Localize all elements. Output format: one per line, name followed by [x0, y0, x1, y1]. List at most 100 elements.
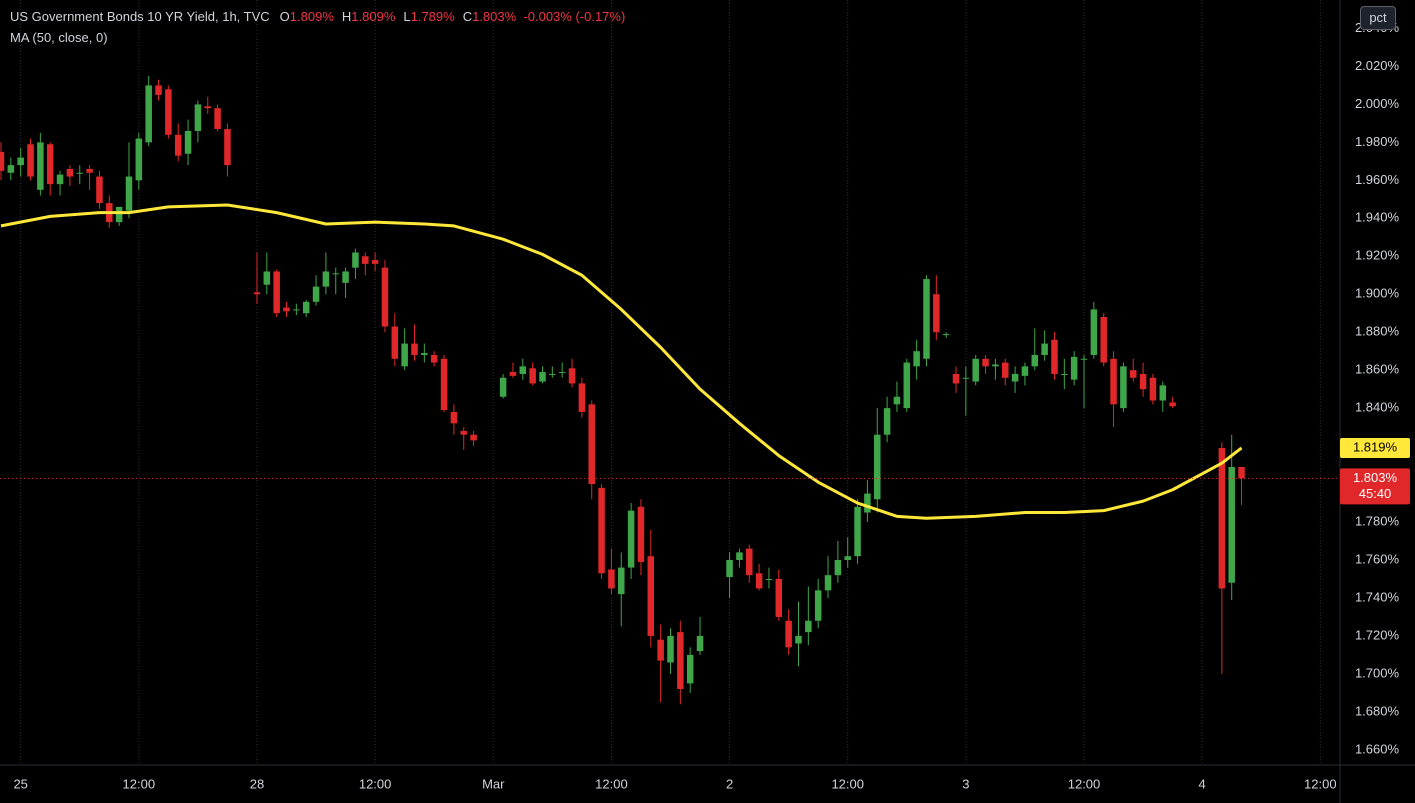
candle-body — [982, 358, 989, 367]
candle-body — [1041, 343, 1048, 355]
candle-body — [1159, 385, 1167, 401]
candle-body — [854, 506, 861, 557]
candle-body — [7, 165, 15, 173]
candle-body — [352, 252, 359, 268]
candle-body — [558, 372, 566, 374]
candle-body — [253, 292, 261, 295]
legend-main: US Government Bonds 10 YR Yield, 1h, TVC… — [10, 9, 625, 24]
candle-body — [667, 635, 674, 663]
candle-body — [903, 362, 911, 409]
legend-ma: MA (50, close, 0) — [10, 30, 108, 45]
candle-body — [1061, 373, 1068, 375]
y-tick-label: 1.740% — [1355, 589, 1400, 604]
candle-body — [1139, 373, 1147, 390]
candle-body — [37, 142, 44, 190]
y-tick-label: 1.780% — [1355, 513, 1400, 528]
candle-body — [972, 358, 979, 382]
candle-body — [1238, 466, 1245, 479]
symbol-title: US Government Bonds 10 YR Yield, 1h, TVC — [10, 9, 270, 24]
candle-body — [371, 260, 379, 264]
candle-body — [1051, 339, 1058, 374]
candle-body — [519, 366, 527, 374]
candle-body — [509, 372, 517, 376]
x-tick-label: 12:00 — [1304, 776, 1337, 791]
candle-body — [283, 307, 290, 312]
candle-body — [578, 383, 586, 412]
candle-body — [27, 144, 34, 177]
candle-body — [992, 364, 999, 367]
candle-body — [96, 176, 103, 204]
ohlc-value: 1.809% — [289, 9, 334, 24]
candle-body — [746, 548, 753, 576]
y-tick-label: 1.900% — [1355, 286, 1400, 301]
candle-body — [421, 353, 428, 355]
y-tick-label: 1.760% — [1355, 551, 1400, 566]
candle-body — [657, 639, 664, 661]
candle-body — [824, 575, 832, 591]
candle-body — [529, 368, 536, 384]
candle-body — [135, 138, 143, 181]
candle-body — [1001, 362, 1009, 378]
candle-body — [785, 620, 792, 648]
candle-body — [450, 411, 458, 424]
candle-body — [1120, 366, 1127, 409]
x-tick-label: 12:00 — [831, 776, 864, 791]
candle-body — [381, 267, 389, 327]
candle-body — [805, 620, 812, 633]
candle-body — [322, 271, 330, 287]
candle-body — [1031, 354, 1039, 367]
candle-body — [411, 343, 418, 355]
candle-body — [627, 510, 635, 568]
x-tick-label: 12:00 — [359, 776, 392, 791]
candle-body — [1129, 370, 1137, 378]
y-tick-label: 1.920% — [1355, 248, 1400, 263]
candle-body — [1021, 366, 1029, 376]
scale-button[interactable]: pct — [1360, 6, 1396, 30]
x-tick-label: 3 — [962, 776, 969, 791]
candle-body — [332, 273, 339, 275]
candle-body — [637, 506, 645, 562]
candle-body — [1080, 358, 1088, 360]
candle-body — [391, 326, 399, 359]
price-tag — [1340, 468, 1410, 505]
y-tick-label: 2.000% — [1355, 96, 1400, 111]
candle-body — [194, 104, 202, 131]
ma-line — [0, 203, 1243, 520]
candle-body — [923, 279, 930, 359]
candle-body — [165, 89, 172, 135]
candle-body — [184, 130, 192, 154]
candle-body — [273, 271, 280, 314]
candle-body — [942, 334, 950, 336]
ma-tag-label: 1.819% — [1353, 439, 1398, 454]
ohlc-key: L — [403, 9, 411, 24]
candle-body — [430, 354, 438, 363]
candle-body — [814, 590, 822, 621]
candle-body — [765, 578, 773, 580]
candle-body — [470, 434, 477, 441]
candle-body — [56, 174, 64, 185]
candle-body — [834, 559, 842, 576]
candle-body — [775, 578, 783, 617]
candle-body — [125, 176, 133, 211]
candle-body — [726, 559, 733, 578]
candle-body — [1169, 402, 1176, 407]
candle-body — [302, 301, 310, 314]
candle-body — [874, 434, 881, 500]
y-tick-label: 1.660% — [1355, 741, 1400, 756]
y-tick-label: 1.860% — [1355, 362, 1400, 377]
candle-body — [1149, 377, 1157, 401]
candle-body — [795, 635, 802, 644]
y-tick-label: 1.700% — [1355, 665, 1400, 680]
ohlc-value: 1.789% — [410, 9, 455, 24]
candle-body — [549, 373, 556, 375]
candle-body — [588, 404, 595, 485]
candle-body — [174, 134, 182, 156]
candle-body — [1218, 447, 1226, 589]
candle-body — [46, 144, 54, 185]
x-tick-label: 25 — [13, 776, 27, 791]
candle-body — [686, 654, 694, 684]
y-tick-label: 2.020% — [1355, 58, 1400, 73]
candle-body — [1090, 309, 1098, 355]
